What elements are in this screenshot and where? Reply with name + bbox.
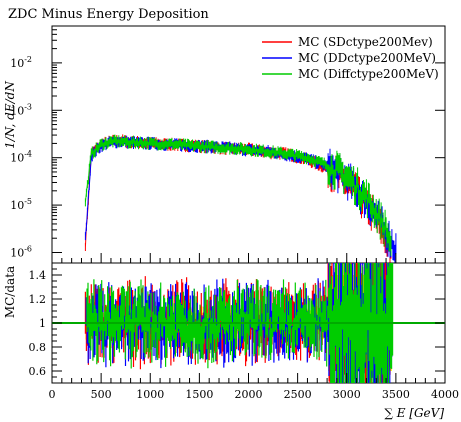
- series-line-3: [84, 134, 392, 256]
- x-tick-label: 4000: [431, 388, 459, 401]
- legend-label-1: MC (SDctype200Mev): [298, 35, 433, 49]
- x-tick-label: 500: [91, 388, 112, 401]
- series-line-1: [84, 134, 392, 263]
- legend: MC (SDctype200Mev) MC (DDctype200MeV) MC (…: [262, 35, 439, 81]
- x-tick-label: 1000: [136, 388, 164, 401]
- bottom-plot-area: [52, 263, 445, 383]
- x-tick-label: 3000: [333, 388, 361, 401]
- x-tick-label: 0: [49, 388, 56, 401]
- bottom-y-tick-label: 0.6: [29, 365, 47, 378]
- bottom-y-axis-title: MC/data: [3, 266, 17, 318]
- x-axis: 0 500 1000 1500 2000 2500 3000 3500 4000: [49, 253, 459, 401]
- x-axis-title: ∑ E [GeV]: [384, 406, 444, 420]
- series-line-2: [84, 135, 397, 263]
- x-tick-label: 1500: [185, 388, 213, 401]
- top-y-tick-label: 10-4: [10, 150, 32, 165]
- top-y-axis-title: 1/N, dE/dN: [3, 81, 17, 149]
- x-tick-label: 3500: [382, 388, 410, 401]
- x-tick-label: 2000: [235, 388, 263, 401]
- x-tick-label: 2500: [284, 388, 312, 401]
- bottom-y-tick-label: 1.4: [29, 269, 47, 282]
- bottom-y-axis: 0.6 0.8 1 1.2 1.4: [29, 268, 445, 384]
- legend-label-3: MC (Diffctype200MeV): [298, 67, 439, 81]
- top-y-tick-label: 10-5: [10, 197, 32, 212]
- bottom-y-tick-label: 0.8: [29, 341, 47, 354]
- legend-label-2: MC (DDctype200MeV): [298, 51, 436, 65]
- bottom-y-tick-label: 1: [39, 317, 46, 330]
- top-plot-area: [84, 134, 397, 263]
- chart-title: ZDC Minus Energy Deposition: [8, 7, 209, 22]
- top-y-tick-label: 10-2: [10, 55, 32, 70]
- top-y-tick-label: 10-6: [10, 244, 32, 259]
- bottom-y-tick-label: 1.2: [29, 293, 47, 306]
